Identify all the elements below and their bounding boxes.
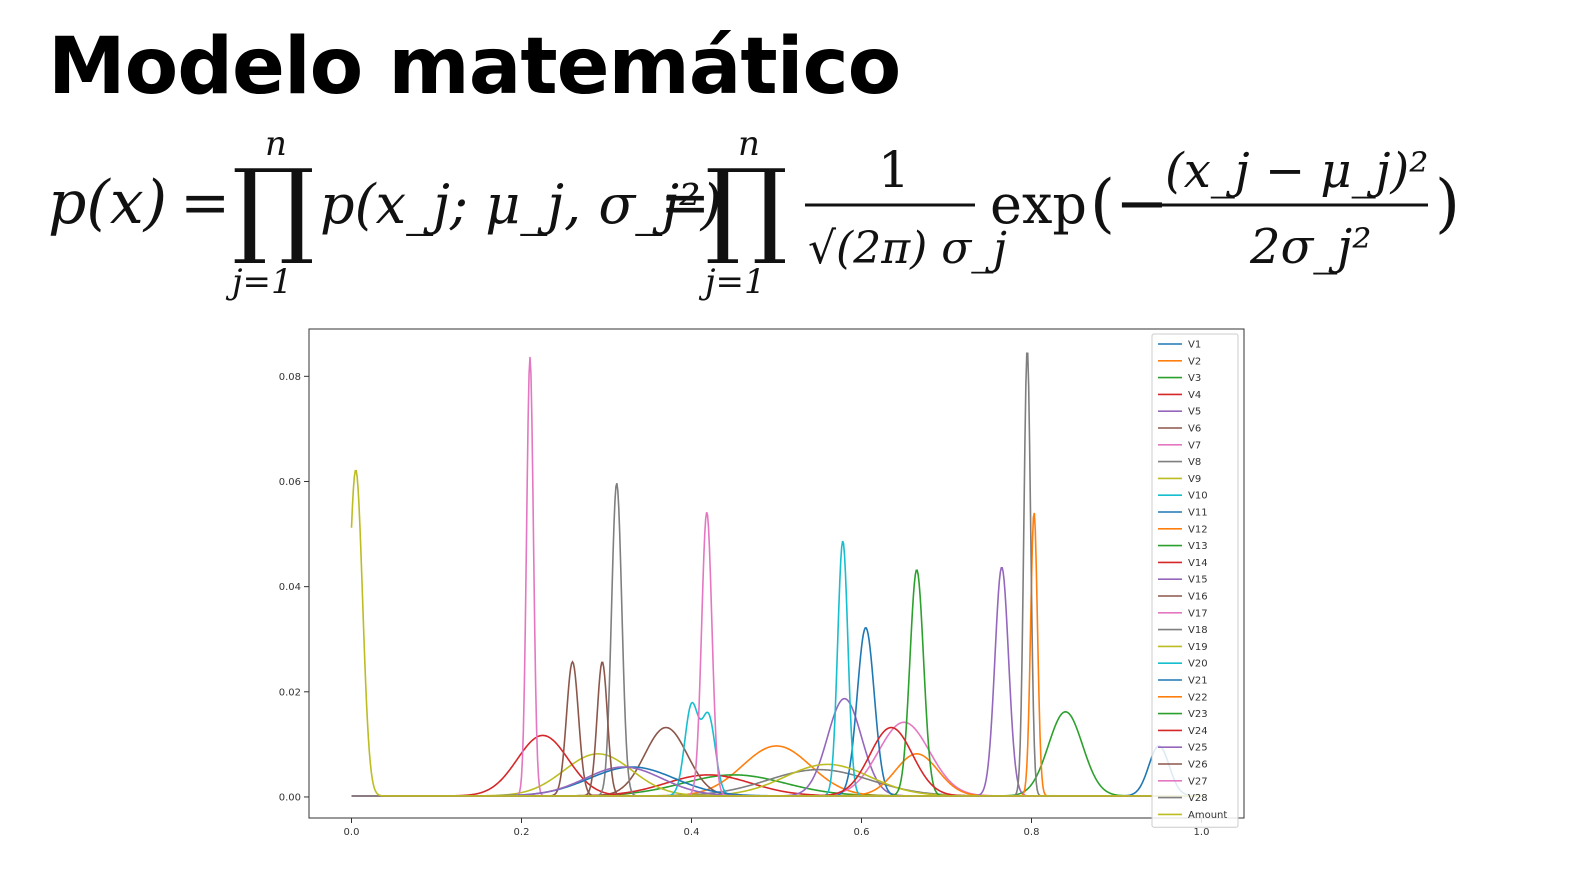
y-tick-label: 0.04 (279, 582, 301, 593)
legend-label: V12 (1188, 524, 1208, 535)
legend-label: V19 (1188, 642, 1208, 653)
legend-label: V24 (1188, 726, 1208, 737)
page-title: Modelo matemático (48, 22, 901, 112)
legend-box (1151, 333, 1239, 828)
legend: V1 V2 V3 V4 V5 V6 V7 V8 V9 V10 V11 V12 V13 V14 V15 V16 V… (1151, 333, 1239, 828)
legend-label: V21 (1188, 676, 1208, 687)
y-tick-label: 0.02 (279, 687, 301, 698)
y-tick-label: 0.00 (279, 792, 301, 803)
product-1-symbol: ∏ (232, 146, 315, 268)
legend-label: V6 (1188, 424, 1201, 435)
legend-label: V28 (1188, 793, 1208, 804)
legend-label: V27 (1188, 776, 1208, 787)
legend-label: V16 (1188, 592, 1208, 603)
plot-area (308, 328, 1245, 819)
x-tick-label: 1.0 (1194, 827, 1210, 838)
legend-label: V11 (1188, 508, 1208, 519)
legend-label: V3 (1188, 373, 1201, 384)
formula-close-paren: ) (1435, 167, 1460, 241)
legend-label: V1 (1188, 340, 1201, 351)
legend-label: V17 (1188, 608, 1208, 619)
legend-label: V18 (1188, 625, 1208, 636)
formula-equals-1: = (180, 168, 230, 238)
series-line-amount (350, 469, 1202, 797)
legend-label: V14 (1188, 558, 1208, 569)
density-chart: 0.0 0.2 0.4 0.6 0.8 1.0 0.000.020.040.060.08 … (279, 328, 1245, 838)
fraction-numerator: 1 (878, 141, 910, 199)
legend-label: V7 (1188, 440, 1201, 451)
legend-label: V13 (1188, 541, 1208, 552)
formula-equals-2: = (660, 168, 710, 238)
x-tick-label: 0.8 (1024, 827, 1040, 838)
product-2-symbol: ∏ (705, 146, 788, 268)
x-tick-label: 0.6 (854, 827, 870, 838)
y-tick-label: 0.08 (279, 372, 301, 383)
exp-fraction-denominator: 2σ_j² (1249, 219, 1371, 275)
formula-lhs: p(x) (48, 168, 167, 238)
legend-label: V2 (1188, 356, 1201, 367)
x-axis-ticks: 0.0 0.2 0.4 0.6 0.8 1.0 (344, 818, 1210, 838)
legend-label: V8 (1188, 457, 1201, 468)
formula-open-paren: (− (1090, 167, 1169, 241)
y-axis-ticks: 0.00 0.02 0.04 0.06 0.08 (279, 372, 309, 803)
formula-exp: exp (990, 173, 1087, 236)
legend-label: Amount (1188, 810, 1227, 821)
legend-label: V20 (1188, 659, 1208, 670)
legend-label: V26 (1188, 760, 1208, 771)
legend-label: V10 (1188, 491, 1208, 502)
legend-label: V5 (1188, 407, 1201, 418)
product-1-lower: j=1 (225, 262, 293, 302)
legend-label: V22 (1188, 692, 1208, 703)
x-tick-label: 0.4 (684, 827, 700, 838)
exp-fraction-numerator: (x_j − μ_j)² (1165, 143, 1428, 199)
series-curves (350, 352, 1202, 797)
gaussian-formula: p(x) = n ∏ j=1 p(x_j; μ_j, σ_j²) = n ∏ j… (48, 125, 1460, 302)
product-2-lower: j=1 (698, 262, 766, 302)
x-tick-label: 0.2 (514, 827, 530, 838)
product-1-upper: n (265, 125, 287, 164)
product-2-upper: n (738, 125, 760, 164)
x-tick-label: 0.0 (344, 827, 360, 838)
legend-label: V4 (1188, 390, 1201, 401)
legend-label: V15 (1188, 575, 1208, 586)
legend-label: V23 (1188, 709, 1208, 720)
legend-label: V9 (1188, 474, 1201, 485)
formula-term-1: p(x_j; μ_j, σ_j²) (320, 173, 722, 236)
legend-label: V25 (1188, 743, 1208, 754)
fraction-denominator: √(2π) σ_j (808, 223, 1007, 274)
y-tick-label: 0.06 (279, 477, 301, 488)
